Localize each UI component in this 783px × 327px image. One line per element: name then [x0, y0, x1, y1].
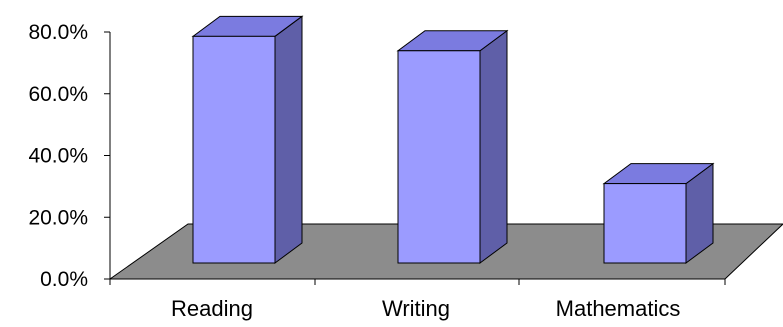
y-tick-label: 20.0% [28, 206, 88, 229]
bar-reading [192, 35, 276, 264]
bar-side-reading [274, 15, 303, 264]
y-tick-label: 60.0% [28, 83, 88, 106]
y-tick-label: 40.0% [28, 145, 88, 168]
y-tick-label: 0.0% [40, 268, 88, 291]
x-category-label: Writing [382, 296, 450, 321]
bar-mathematics [603, 183, 687, 264]
y-tick-label: 80.0% [28, 21, 88, 44]
bar-writing [397, 50, 481, 264]
x-category-label: Mathematics [556, 296, 681, 321]
bar-side-writing [479, 29, 508, 264]
x-category-label: Reading [171, 296, 253, 321]
